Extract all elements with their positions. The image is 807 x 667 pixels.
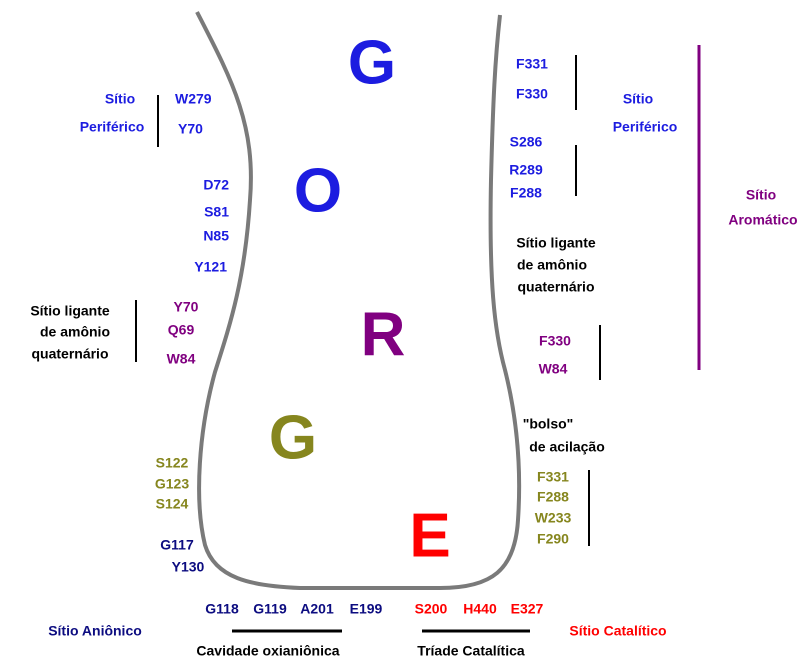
- residue: Q69: [168, 322, 195, 338]
- residue: F330: [516, 86, 548, 102]
- residue: D72: [203, 177, 229, 193]
- gorge-diagram: G O R G E Sítio Periférico W279 Y70 D72 …: [0, 0, 807, 662]
- residue: S122: [156, 455, 189, 471]
- residue: W233: [535, 510, 572, 526]
- site-label: Sítio Catalítico: [569, 623, 666, 639]
- residue: W84: [167, 351, 196, 367]
- gorge-outline: [197, 12, 519, 588]
- residue: Y130: [172, 559, 205, 575]
- site-label: Tríade Catalítica: [417, 643, 525, 659]
- residue: R289: [509, 162, 543, 178]
- site-label: Sítio: [623, 91, 653, 107]
- residue: A201: [300, 601, 334, 617]
- letter: E: [409, 501, 450, 570]
- residue: G118: [205, 601, 239, 617]
- site-label: Cavidade oxianiônica: [196, 643, 339, 659]
- site-label: de amônio: [517, 257, 587, 273]
- letter: R: [361, 300, 406, 369]
- site-label: "bolso": [523, 416, 574, 432]
- residue: H440: [463, 601, 497, 617]
- letter: O: [294, 156, 342, 225]
- residue: S200: [415, 601, 448, 617]
- residue: Y70: [174, 299, 199, 315]
- site-label: Sítio ligante: [30, 303, 110, 319]
- site-label: Sítio: [105, 91, 135, 107]
- residue: E199: [350, 601, 383, 617]
- site-label: Periférico: [80, 119, 145, 135]
- site-label: Sítio ligante: [516, 235, 596, 251]
- residue: G119: [253, 601, 287, 617]
- residue: F288: [510, 185, 542, 201]
- residue: Y121: [194, 259, 227, 275]
- site-label: de acilação: [529, 439, 605, 455]
- residue: W279: [175, 91, 212, 107]
- residue: G117: [160, 537, 194, 553]
- site-label: de amônio: [40, 324, 110, 340]
- residue: E327: [511, 601, 544, 617]
- residue: F331: [537, 469, 569, 485]
- site-label: Periférico: [613, 119, 678, 135]
- residue: S81: [204, 204, 229, 220]
- residue: N85: [203, 228, 229, 244]
- residue: G123: [155, 476, 189, 492]
- residue: S286: [510, 134, 543, 150]
- site-label: Sítio Aniônico: [48, 623, 142, 639]
- residue: W84: [539, 361, 568, 377]
- residue: S124: [156, 496, 189, 512]
- letter: G: [348, 28, 396, 97]
- residue: F330: [539, 333, 571, 349]
- residue: F290: [537, 531, 569, 547]
- residue: F288: [537, 489, 569, 505]
- site-label: quaternário: [517, 279, 594, 295]
- site-label: Aromático: [728, 212, 797, 228]
- residue: F331: [516, 56, 548, 72]
- site-label: quaternário: [31, 346, 108, 362]
- letter: G: [269, 403, 317, 472]
- residue: Y70: [178, 121, 203, 137]
- site-label: Sítio: [746, 187, 776, 203]
